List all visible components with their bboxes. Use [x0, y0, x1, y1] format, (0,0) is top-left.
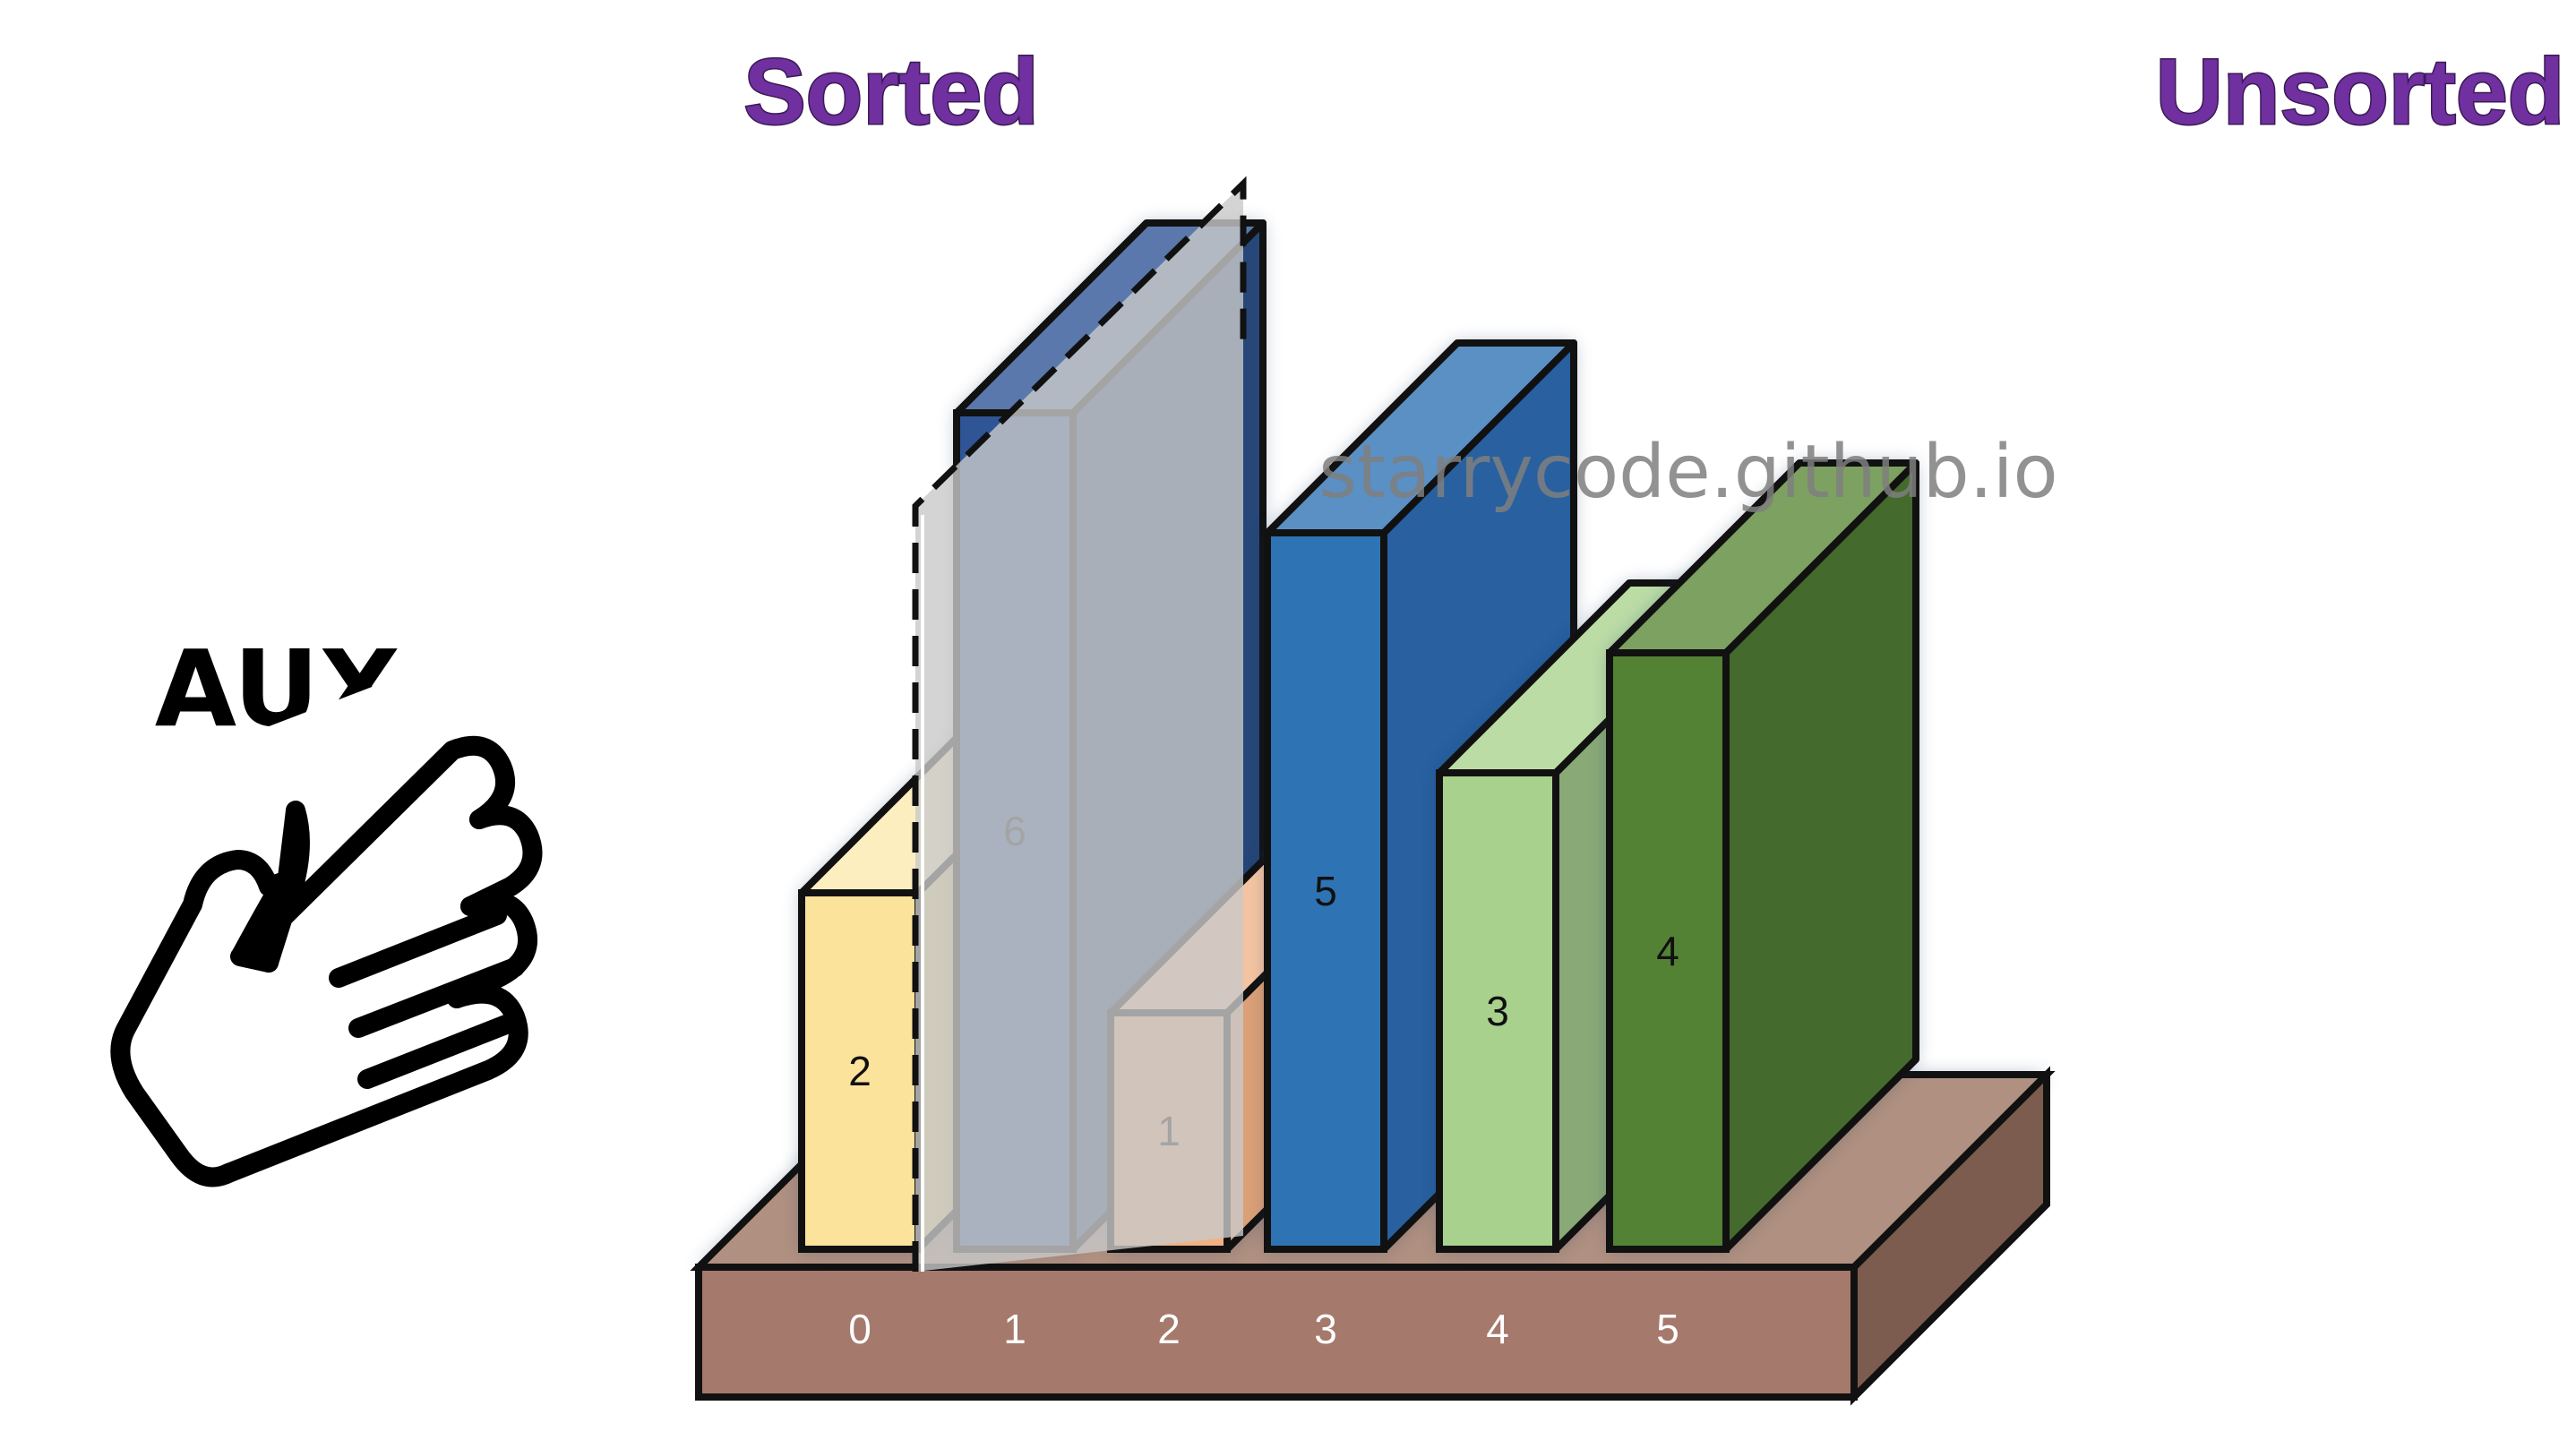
bar-value-label: 5	[1314, 868, 1337, 914]
hand-icon	[110, 649, 543, 1187]
watermark: starrycode.github.io	[1318, 430, 2057, 515]
selection-plane	[912, 176, 1247, 1272]
array-index-label: 5	[1656, 1306, 1679, 1352]
sorted-title: Sorted	[743, 40, 1038, 144]
array-indices: 0 1 2 3 4 5	[848, 1306, 1679, 1352]
bar-front-face	[1606, 649, 1730, 1253]
bar-value-label: 4	[1656, 928, 1679, 974]
bar-front-face	[1264, 529, 1387, 1253]
array-index-label: 0	[848, 1306, 872, 1352]
bar-front-face	[1436, 769, 1559, 1253]
unsorted-title: Unsorted	[2156, 40, 2564, 144]
array-index-label: 1	[1003, 1306, 1026, 1352]
bar-front-face	[798, 889, 922, 1253]
array-index-label: 2	[1157, 1306, 1181, 1352]
array-index-label: 4	[1486, 1306, 1509, 1352]
bar-5: 4	[1606, 459, 1919, 1253]
array-index-label: 3	[1314, 1306, 1337, 1352]
bar-value-label: 2	[848, 1048, 872, 1094]
bar-value-label: 3	[1486, 988, 1509, 1034]
array-base-front	[695, 1264, 1858, 1401]
